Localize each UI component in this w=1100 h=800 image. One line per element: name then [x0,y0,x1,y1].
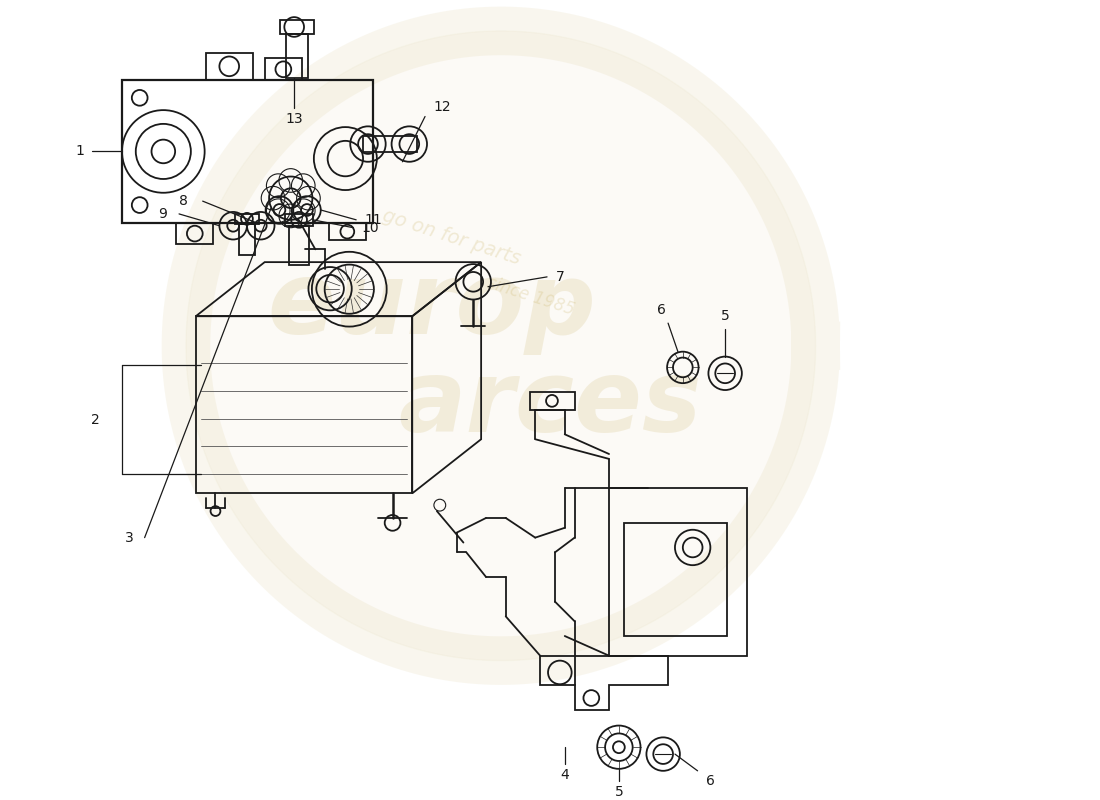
Bar [363,136,417,152]
Text: 5: 5 [720,310,729,323]
Bar [329,222,366,241]
Bar [609,489,747,656]
Text: 2: 2 [91,413,100,426]
Text: europ: europ [267,258,596,355]
Text: go on for parts: go on for parts [381,206,524,269]
Bar [239,224,255,255]
Text: 1: 1 [75,145,84,158]
Bar [530,392,574,410]
Bar [280,20,314,34]
Text: 6: 6 [657,303,665,318]
Bar [624,523,727,636]
Text: 12: 12 [433,100,451,114]
Bar [235,214,258,224]
Bar [176,222,213,245]
Text: 3: 3 [124,530,133,545]
Bar [206,53,253,80]
Text: since 1985: since 1985 [484,274,576,319]
Text: 9: 9 [158,207,167,221]
Bar [289,226,309,265]
Text: 5: 5 [615,786,624,799]
Polygon shape [186,31,816,661]
Bar [265,58,302,80]
Text: 10: 10 [361,221,378,234]
Text: 6: 6 [706,774,715,788]
Text: 7: 7 [556,270,564,284]
Bar [285,214,312,226]
Text: 11: 11 [364,213,382,227]
Text: arces: arces [398,356,702,454]
Text: 13: 13 [285,113,303,126]
Text: 4: 4 [560,768,569,782]
Bar [286,34,308,78]
Text: 8: 8 [178,194,187,208]
